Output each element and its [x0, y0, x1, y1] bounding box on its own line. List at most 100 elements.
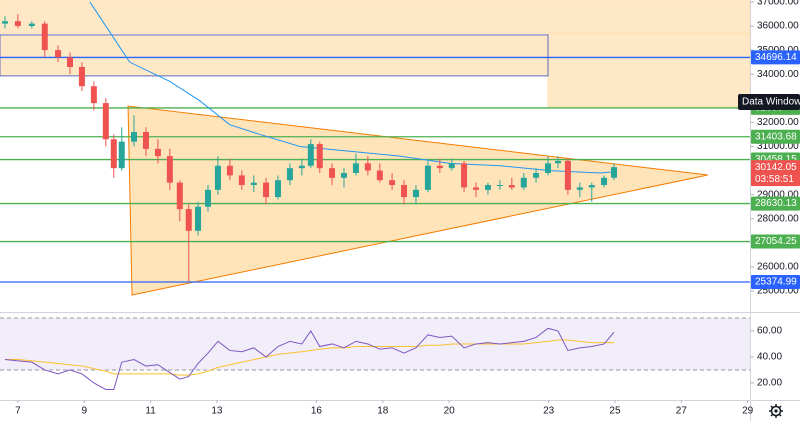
y-tick-label: 32000.00	[757, 117, 799, 128]
level-label: 27054.25	[755, 236, 797, 247]
x-tick-label: 25	[609, 406, 621, 417]
y-tick-label: 34000.00	[757, 69, 799, 80]
x-tick-label: 20	[444, 406, 456, 417]
candle-body	[41, 23, 48, 51]
candle-body	[520, 177, 527, 188]
rsi-band	[0, 317, 750, 370]
candle-body	[533, 172, 540, 178]
level-label-box	[751, 50, 800, 65]
x-tick-label: 27	[676, 406, 688, 417]
candle-body	[610, 167, 617, 178]
candle-body	[90, 86, 97, 104]
level-label: 34696.14	[755, 52, 797, 63]
rsi-y-tick-label: 40.00	[757, 352, 782, 363]
candle-body	[307, 144, 314, 166]
current-price-box	[751, 160, 800, 187]
x-tick-label: 16	[311, 406, 323, 417]
candle-body	[1, 21, 8, 24]
x-tick-label: 13	[211, 406, 223, 417]
rsi-y-tick-label: 20.00	[757, 378, 782, 389]
y-tick-label: 36000.00	[757, 21, 799, 32]
moving-average	[89, 1, 615, 174]
y-tick-label: 35000.00	[757, 45, 799, 56]
level-label: 31403.68	[755, 131, 797, 142]
candle-body	[154, 148, 161, 157]
candle-body	[436, 165, 443, 169]
candle-body	[238, 175, 245, 186]
candle-body	[401, 185, 408, 198]
zone	[0, 34, 549, 77]
candle-body	[364, 163, 371, 171]
candle-body	[554, 160, 561, 164]
candle-body	[376, 170, 383, 181]
candle-body	[576, 187, 583, 190]
candle-body	[564, 160, 571, 190]
y-tick-label: 28000.00	[757, 213, 799, 224]
candle-body	[28, 23, 35, 27]
x-tick-label: 29	[742, 406, 754, 417]
level-label: 25374.99	[755, 277, 797, 288]
candle-body	[298, 165, 305, 169]
candle-body	[166, 156, 173, 183]
candle-body	[352, 163, 359, 173]
rsi-line	[4, 327, 615, 390]
candle-body	[316, 144, 323, 169]
y-tick-label: 31000.00	[757, 141, 799, 152]
candle-body	[588, 185, 595, 188]
candle-body	[263, 182, 270, 198]
level-label-box	[751, 234, 800, 249]
candle-body	[131, 132, 138, 142]
candle-body	[484, 185, 491, 190]
level-label-box	[751, 196, 800, 211]
y-tick-label: 26000.00	[757, 262, 799, 273]
y-tick-label: 37000.00	[757, 0, 799, 8]
candle-body	[389, 180, 396, 186]
candle-body	[78, 66, 85, 87]
candle-body	[102, 103, 109, 140]
rsi-y-tick-label: 60.00	[757, 326, 782, 337]
candle-body	[496, 185, 503, 187]
current-price: 30142.05	[755, 162, 797, 173]
zone	[0, 0, 750, 34]
candle-body	[340, 172, 347, 178]
candle-body	[110, 139, 117, 169]
level-label-box	[751, 129, 800, 144]
settings-icon[interactable]	[769, 404, 783, 418]
data-window-box	[738, 94, 800, 110]
candle-body	[55, 50, 62, 58]
candle-body	[424, 165, 431, 190]
candle-body	[250, 182, 257, 186]
rsi-line	[4, 339, 614, 376]
level-label: 28630.13	[755, 198, 797, 209]
candle-body	[66, 57, 73, 67]
x-tick-label: 9	[81, 406, 87, 417]
candle-body	[448, 163, 455, 169]
candle-body	[274, 180, 281, 198]
candle-body	[214, 165, 221, 190]
price-pane	[0, 0, 750, 296]
x-tick-label: 11	[145, 406, 156, 417]
candle-body	[195, 206, 202, 231]
level-label-box	[751, 275, 800, 290]
candle-body	[204, 189, 211, 207]
level-label: 30458.15	[755, 154, 797, 165]
candle-body	[508, 185, 515, 188]
candle-body	[142, 132, 149, 149]
candle-body	[544, 163, 551, 173]
rsi-pane	[0, 317, 750, 390]
overlay: 34696.143260031403.6830458.1528630.13270…	[738, 50, 800, 290]
countdown: 03:58:51	[755, 174, 794, 185]
x-tick-label: 7	[15, 406, 21, 417]
y-tick-label: 29000.00	[757, 189, 799, 200]
y-tick-label: 25000.00	[757, 286, 799, 297]
data-window-label[interactable]: Data Window	[742, 97, 800, 108]
candle-body	[185, 209, 192, 231]
x-tick-label: 23	[543, 406, 555, 417]
candle-body	[601, 177, 608, 186]
triangle-pattern	[127, 105, 708, 296]
candle-body	[329, 168, 336, 178]
candle-body	[176, 182, 183, 210]
candle-body	[226, 165, 233, 176]
